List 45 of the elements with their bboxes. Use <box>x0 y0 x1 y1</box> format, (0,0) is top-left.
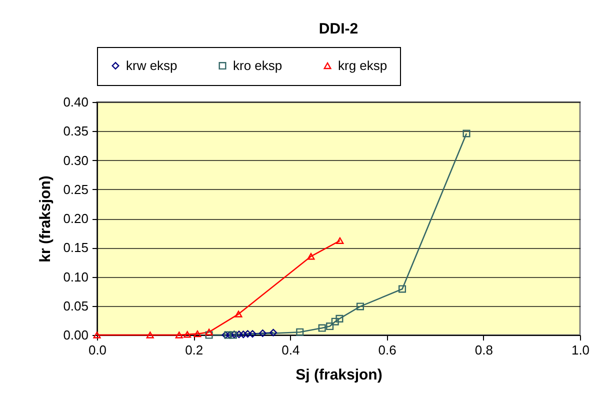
point <box>248 330 256 338</box>
y-tick-label: 0.10 <box>63 269 88 284</box>
point <box>331 318 339 326</box>
y-tick-label: 0.30 <box>63 152 88 168</box>
y-tick-label: 0.00 <box>63 328 88 342</box>
x-axis-title: Sj (fraksjon) <box>296 366 382 384</box>
x-tick-label: 0.6 <box>378 342 396 358</box>
point <box>244 330 252 338</box>
legend-label: krw eksp <box>126 58 178 73</box>
point <box>270 328 278 336</box>
point <box>146 332 154 338</box>
y-tick-label: 0.15 <box>63 240 88 256</box>
point <box>205 328 213 336</box>
x-tick-label: 0.4 <box>282 342 300 358</box>
point <box>184 331 192 338</box>
x-tick-label: 0.8 <box>474 342 493 358</box>
point <box>336 314 344 322</box>
y-tick-label: 0.20 <box>63 211 88 226</box>
point <box>336 237 344 244</box>
chart-title: DDI-2 <box>318 20 358 38</box>
point <box>205 331 213 339</box>
x-tick-label: 0.0 <box>88 342 107 358</box>
point <box>296 328 304 336</box>
legend-label: kro eksp <box>233 58 282 73</box>
point <box>235 330 243 338</box>
point <box>318 324 326 332</box>
point <box>398 285 406 293</box>
x-tick-label: 0.2 <box>185 342 204 358</box>
point <box>194 330 202 338</box>
y-axis-title: kr (fraksjon) <box>37 176 54 262</box>
point <box>175 332 183 338</box>
point <box>234 310 242 318</box>
legend-label: krg eksp <box>338 58 388 73</box>
point <box>307 253 315 260</box>
point <box>356 302 364 310</box>
point <box>326 322 334 330</box>
y-tick-label: 0.05 <box>63 298 88 314</box>
y-tick-label: 0.35 <box>63 124 88 139</box>
point <box>240 330 248 338</box>
x-tick-label: 1.0 <box>571 342 590 358</box>
y-tick-label: 0.25 <box>63 182 88 197</box>
y-tick-label: 0.40 <box>63 94 88 110</box>
point <box>258 329 266 338</box>
point <box>222 331 230 339</box>
point <box>462 130 470 138</box>
